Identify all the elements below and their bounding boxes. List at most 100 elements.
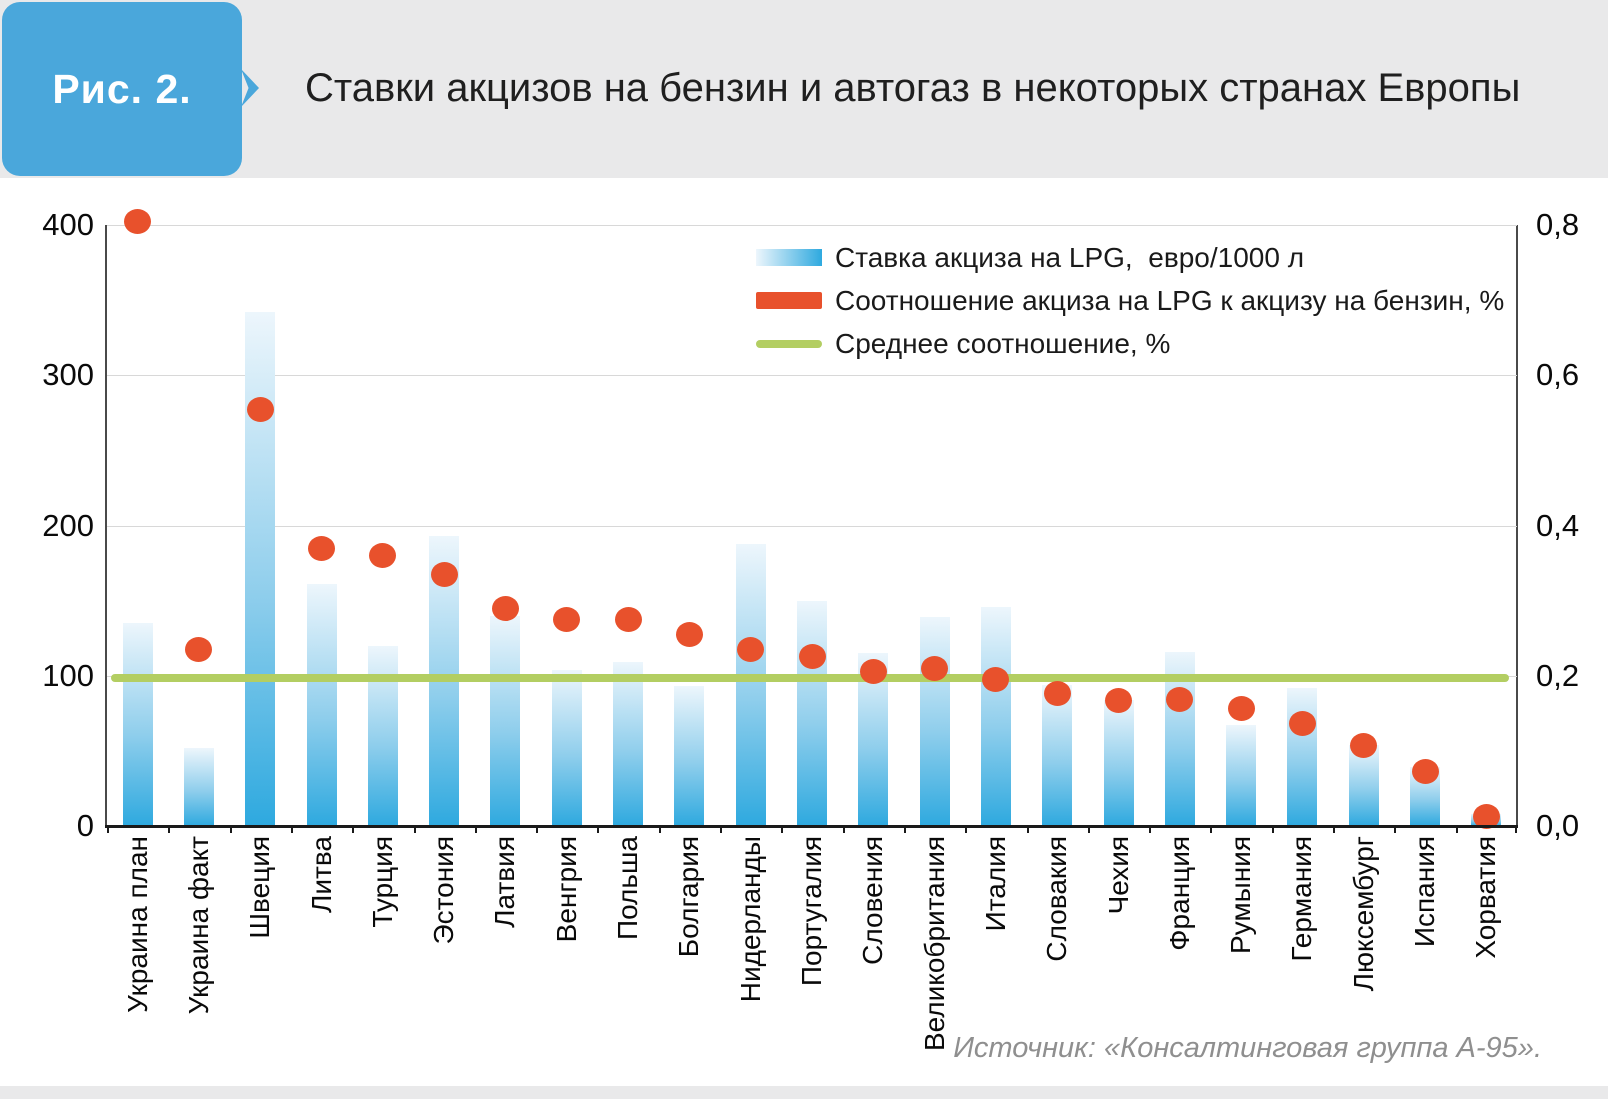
x-axis-label: Латвия bbox=[489, 836, 521, 928]
legend: Ставка акциза на LPG, евро/1000 л Соотно… bbox=[756, 236, 1504, 365]
y-axis-label-right: 0,6 bbox=[1536, 357, 1580, 393]
x-axis-label: Чехия bbox=[1102, 836, 1134, 915]
category-tick bbox=[903, 826, 906, 833]
category-tick bbox=[1087, 826, 1090, 833]
y-axis-label-right: 0,8 bbox=[1536, 207, 1580, 242]
y-axis-label-left: 0 bbox=[76, 808, 94, 843]
page-title: Ставки акцизов на бензин и автогаз в нек… bbox=[305, 66, 1521, 110]
category-tick bbox=[1455, 826, 1458, 833]
category-tick bbox=[1333, 826, 1336, 833]
figure-badge: Рис. 2. bbox=[2, 2, 242, 176]
figure-number-label: Рис. 2. bbox=[52, 65, 192, 112]
category-tick bbox=[965, 826, 968, 833]
x-axis-label: Литва bbox=[305, 836, 337, 913]
left-axis-line bbox=[105, 225, 107, 827]
right-axis-line bbox=[1516, 225, 1518, 827]
y-axis-label-left: 200 bbox=[42, 507, 94, 543]
category-tick bbox=[1271, 826, 1274, 833]
bar bbox=[1287, 687, 1318, 826]
plot-area bbox=[107, 208, 1517, 833]
bar-swatch-icon bbox=[756, 249, 822, 266]
ratio-dot bbox=[1227, 695, 1255, 721]
ratio-dot bbox=[1472, 803, 1500, 829]
bar bbox=[183, 747, 214, 826]
ratio-dot bbox=[124, 208, 152, 234]
bar bbox=[1103, 699, 1134, 826]
category-tick bbox=[413, 826, 416, 833]
bar bbox=[306, 584, 337, 826]
ratio-dot bbox=[1288, 711, 1316, 737]
category-tick bbox=[1210, 826, 1213, 833]
ratio-dot bbox=[921, 655, 949, 681]
average-ratio-line bbox=[111, 674, 1509, 682]
x-axis-label: Нидерланды bbox=[734, 836, 766, 1003]
bar bbox=[1042, 684, 1073, 826]
x-axis-label: Румыния bbox=[1225, 836, 1257, 955]
category-tick bbox=[1394, 826, 1397, 833]
bar bbox=[1226, 725, 1257, 826]
bar bbox=[613, 662, 644, 826]
category-tick bbox=[1026, 826, 1029, 833]
category-tick bbox=[658, 826, 661, 833]
ratio-dot bbox=[369, 543, 397, 569]
bar bbox=[735, 543, 766, 826]
category-tick bbox=[290, 826, 293, 833]
x-axis-label: Украина факт bbox=[182, 836, 214, 1015]
category-tick bbox=[720, 826, 723, 833]
ratio-dot bbox=[982, 667, 1010, 692]
x-axis-label: Словакия bbox=[1041, 836, 1073, 962]
legend-item-lpg-rate: Ставка акциза на LPG, евро/1000 л bbox=[756, 236, 1504, 279]
y-axis-label-left: 100 bbox=[42, 657, 94, 693]
x-axis-label: Хорватия bbox=[1470, 836, 1502, 959]
ratio-dot bbox=[308, 535, 336, 561]
y-axis-label-right: 0,2 bbox=[1536, 657, 1580, 693]
ratio-dot bbox=[1105, 688, 1133, 714]
bar bbox=[551, 669, 582, 826]
ratio-dot bbox=[1350, 733, 1378, 759]
source-note: Источник: «Консалтинговая группа А-95». bbox=[953, 1032, 1542, 1064]
category-tick bbox=[474, 826, 477, 833]
legend-item-average: Среднее соотношение, % bbox=[756, 322, 1504, 365]
y-axis-label-right: 0,4 bbox=[1536, 507, 1580, 543]
x-axis-label: Франция bbox=[1163, 836, 1195, 951]
ratio-dot bbox=[491, 595, 519, 621]
x-axis-label: Италия bbox=[979, 836, 1011, 932]
x-axis-label: Словения bbox=[857, 836, 889, 965]
ratio-dot bbox=[798, 644, 826, 670]
category-tick bbox=[597, 826, 600, 833]
x-axis-label: Испания bbox=[1409, 836, 1441, 948]
x-axis-label: Украина план bbox=[121, 836, 153, 1013]
bar bbox=[674, 686, 705, 826]
ratio-dot bbox=[859, 659, 887, 685]
bar bbox=[367, 645, 398, 826]
ratio-dot bbox=[1411, 758, 1439, 784]
bottom-strip bbox=[0, 1086, 1608, 1099]
category-tick bbox=[107, 826, 109, 833]
ratio-dot bbox=[246, 396, 274, 422]
category-tick bbox=[1149, 826, 1152, 833]
x-axis-label: Венгрия bbox=[550, 836, 582, 943]
bar bbox=[122, 623, 153, 826]
gridline bbox=[107, 225, 1517, 226]
x-axis-label: Болгария bbox=[673, 836, 705, 958]
bottom-axis-line bbox=[105, 825, 1518, 828]
x-axis-label: Великобритания bbox=[918, 836, 950, 1052]
header-band bbox=[0, 0, 1608, 178]
bar bbox=[980, 606, 1011, 826]
bar bbox=[490, 615, 521, 826]
x-axis-label: Турция bbox=[366, 836, 398, 928]
x-axis-label: Португалия bbox=[796, 836, 827, 987]
bar bbox=[797, 600, 827, 826]
x-axis-label: Швеция bbox=[244, 836, 276, 939]
ratio-dot bbox=[430, 561, 458, 587]
ratio-dot bbox=[675, 621, 703, 647]
category-tick bbox=[352, 826, 355, 833]
gridline bbox=[107, 525, 1517, 527]
category-tick bbox=[1515, 826, 1517, 833]
x-axis-label: Германия bbox=[1286, 836, 1318, 962]
category-tick bbox=[168, 826, 171, 833]
x-axis-label: Эстония bbox=[428, 836, 460, 945]
x-axis-label: Люксембург bbox=[1347, 836, 1379, 992]
y-axis-label-left: 400 bbox=[42, 207, 94, 242]
